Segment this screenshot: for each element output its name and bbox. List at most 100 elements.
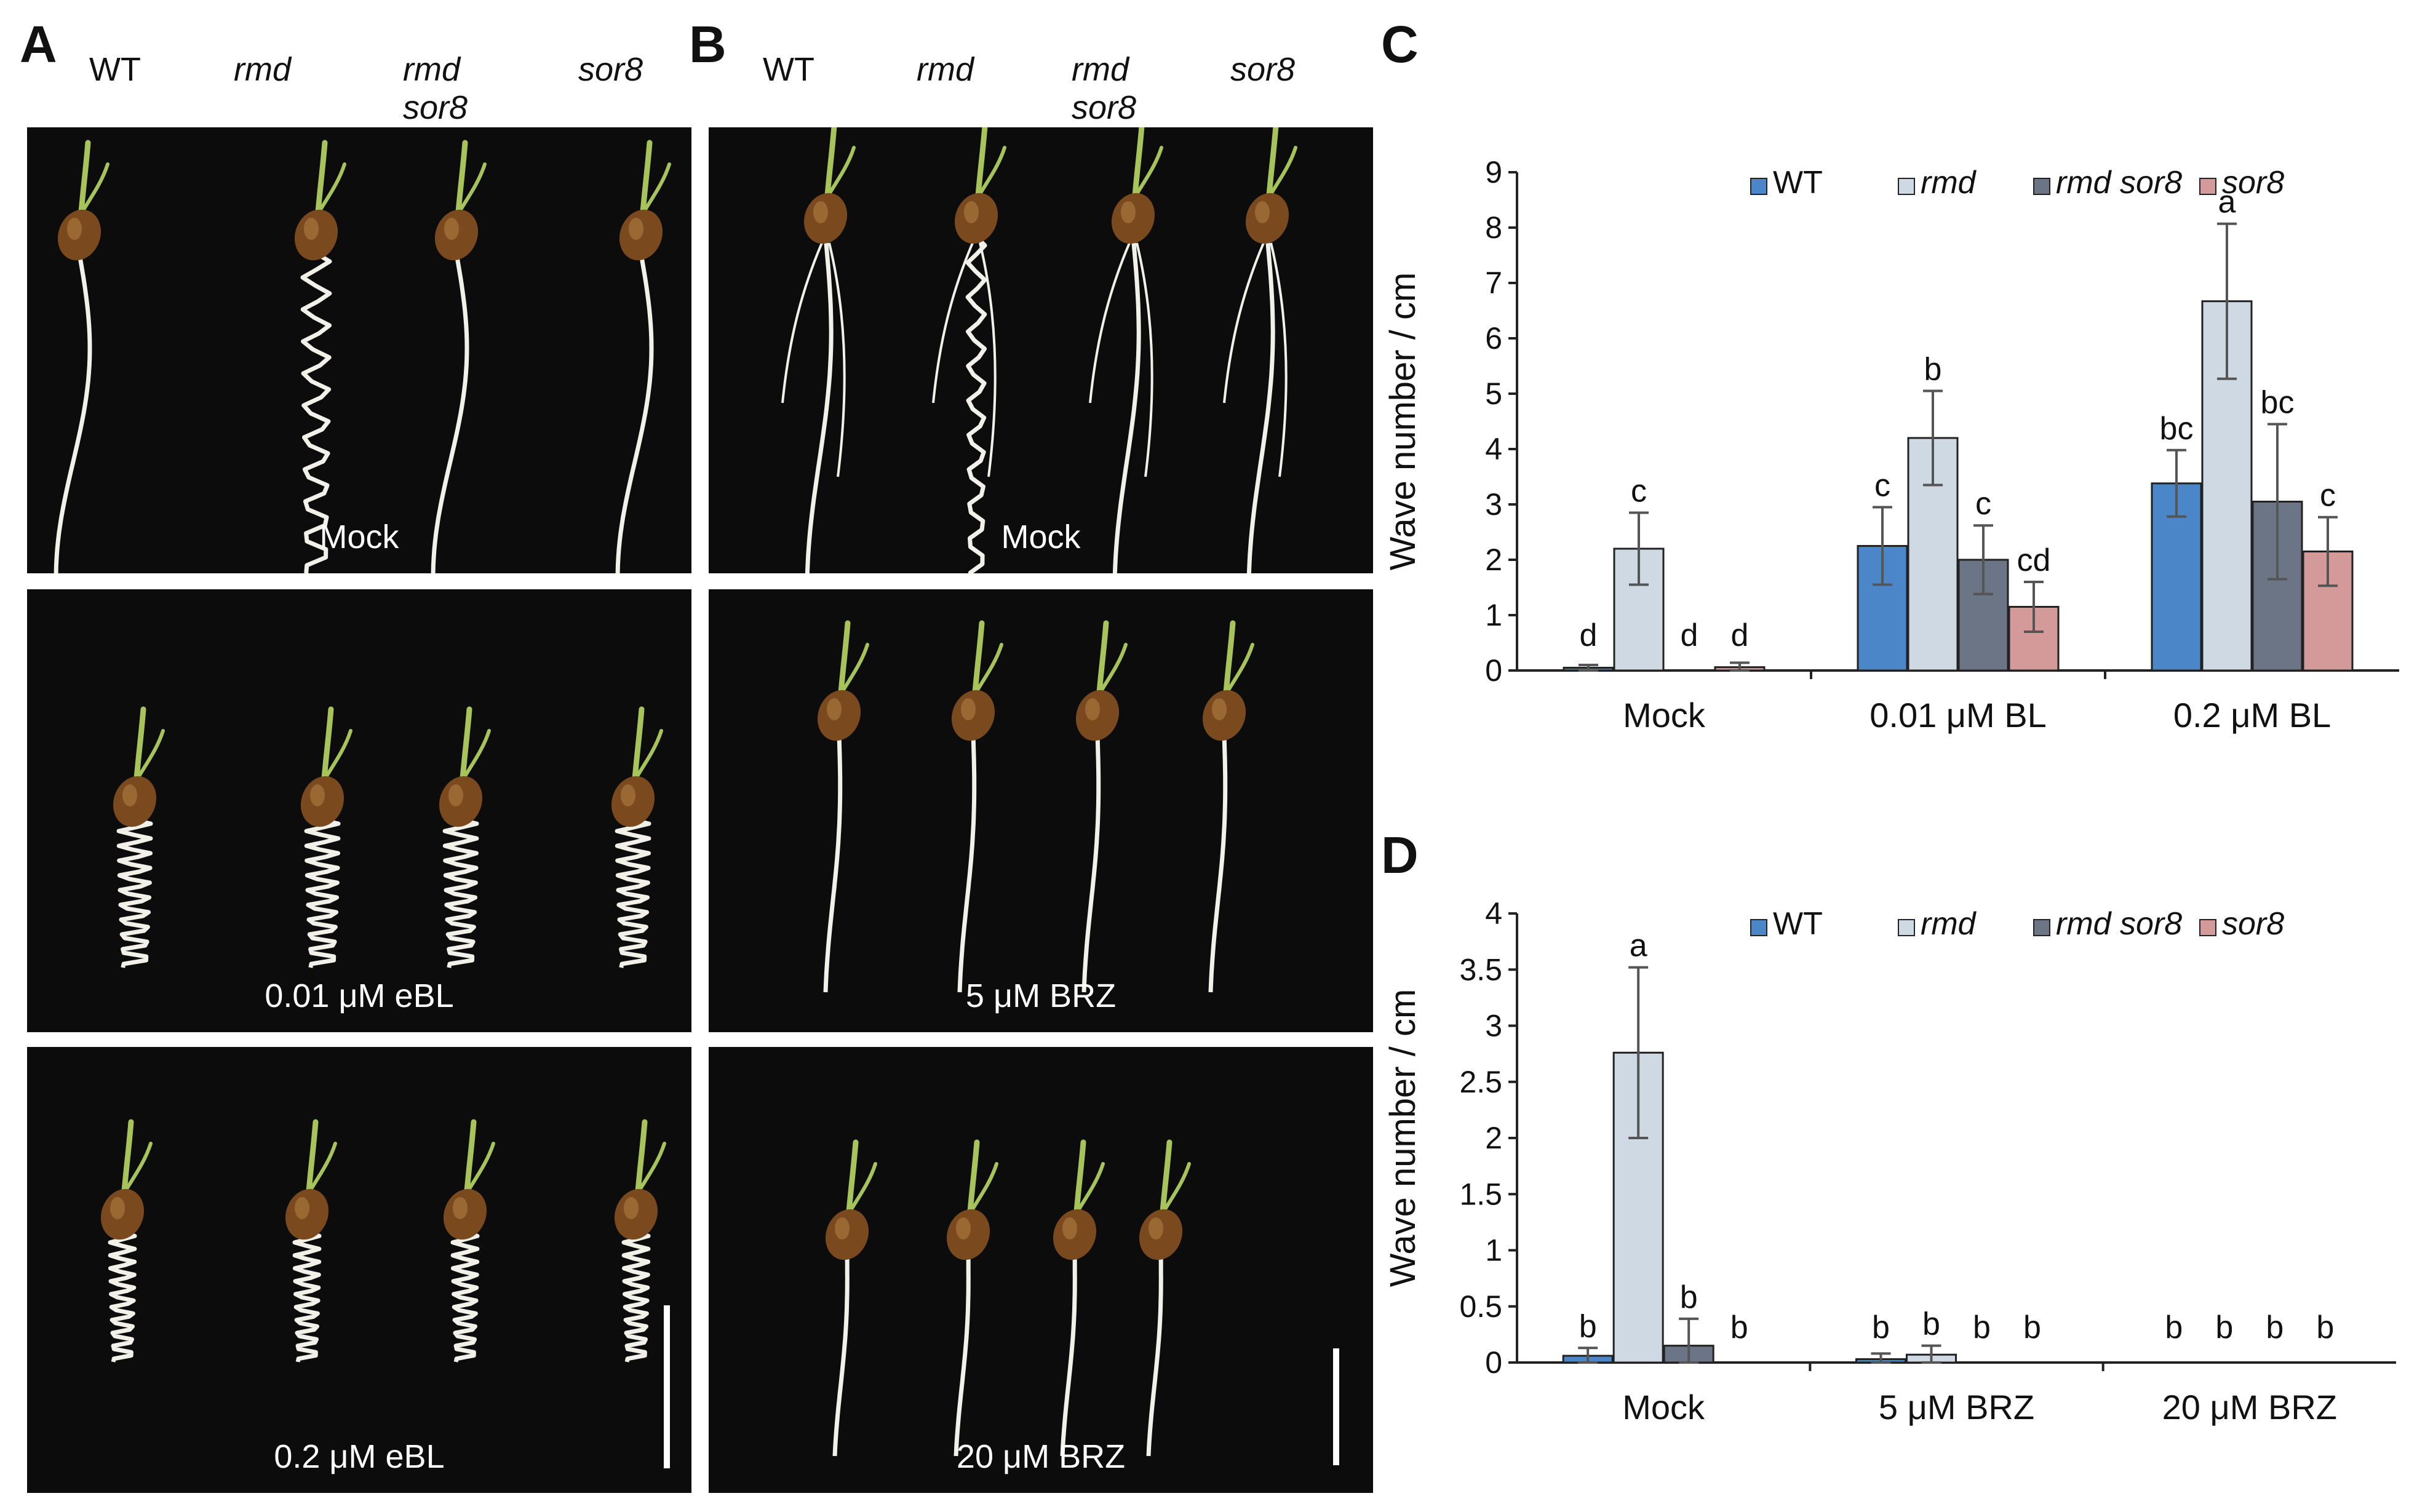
photo-panel-b-20brz: 20 μM BRZ <box>709 1047 1373 1493</box>
seedling <box>951 620 1003 993</box>
photo-panel-b-mock: Mock <box>709 127 1373 573</box>
legend-swatch <box>1898 919 1915 936</box>
genotype-label-rmd-sor8-line1: rmd <box>403 51 460 88</box>
seedling <box>100 1119 153 1363</box>
legend-label: rmd <box>1921 906 1977 942</box>
seedlings-image <box>54 140 671 573</box>
legend-label: rmd sor8 <box>2056 906 2182 942</box>
scale-bar <box>664 1305 670 1468</box>
y-tick-label: 0 <box>1485 1345 1502 1380</box>
seedling <box>932 127 1006 573</box>
y-tick-label: 8 <box>1485 210 1502 245</box>
treatment-label: Mock <box>319 519 399 555</box>
significance-letter: b <box>2215 1310 2233 1345</box>
seedling <box>1139 1139 1191 1457</box>
significance-letter: b <box>1579 1308 1597 1344</box>
seedling <box>825 1139 877 1457</box>
seedling <box>294 140 346 573</box>
photo-panel-b-5brz: 5 μM BRZ <box>709 589 1373 1032</box>
significance-letter: c <box>1975 486 1991 522</box>
y-tick-label: 0 <box>1485 653 1502 688</box>
panel-label-a: A <box>20 15 57 73</box>
y-tick-label: 1.5 <box>1459 1177 1502 1211</box>
y-tick-label: 9 <box>1485 155 1502 189</box>
seedling <box>614 1119 666 1363</box>
y-tick-label: 4 <box>1485 432 1502 466</box>
legend-swatch <box>1750 919 1767 936</box>
significance-letter: c <box>1874 468 1890 504</box>
treatment-label: 0.2 μM eBL <box>274 1438 445 1475</box>
y-tick-label: 0.5 <box>1459 1289 1502 1324</box>
significance-letter: b <box>2165 1310 2183 1345</box>
significance-letter: b <box>2266 1310 2284 1345</box>
genotype-label-sor8: sor8 <box>1230 51 1296 88</box>
seedling <box>285 1119 337 1363</box>
legend-label: rmd sor8 <box>2056 165 2182 201</box>
seedling <box>1202 620 1254 993</box>
seedling <box>1053 1139 1105 1457</box>
seedling <box>946 1139 998 1457</box>
y-tick-label: 5 <box>1485 376 1502 411</box>
photo-panel-a-low-ebl: 0.01 μM eBL <box>27 589 691 1032</box>
seedling <box>1223 127 1297 573</box>
genotype-label-rmd-sor8-line2: sor8 <box>1072 89 1137 126</box>
y-tick-label: 2 <box>1485 1121 1502 1155</box>
seedling <box>781 127 856 573</box>
seedling <box>443 1119 495 1363</box>
x-category-label: 0.01 μM BL <box>1869 696 2047 734</box>
seedlings-image <box>817 620 1254 993</box>
legend-swatch <box>1898 178 1915 195</box>
significance-letter: bc <box>2160 411 2194 447</box>
scale-bar <box>1333 1348 1339 1465</box>
panel-label-c: C <box>1381 15 1419 73</box>
genotype-label-wt: WT <box>763 51 814 88</box>
x-category-label: 20 μM BRZ <box>2162 1388 2337 1426</box>
y-tick-label: 6 <box>1485 321 1502 356</box>
seedling <box>439 706 491 968</box>
seedling <box>611 706 663 968</box>
y-tick-label: 4 <box>1485 896 1502 931</box>
significance-letter: d <box>1580 618 1598 653</box>
seedlings-image <box>113 706 663 968</box>
y-tick-label: 7 <box>1485 266 1502 300</box>
legend-label: rmd <box>1921 165 1977 201</box>
legend-swatch <box>2199 178 2216 195</box>
significance-letter: b <box>2316 1310 2334 1345</box>
seedling <box>113 706 165 968</box>
significance-letter: a <box>1630 928 1647 964</box>
legend-label: WT <box>1773 165 1823 201</box>
treatment-label: 20 μM BRZ <box>956 1438 1126 1475</box>
significance-letter: b <box>1730 1310 1748 1345</box>
seedlings-image <box>825 1139 1191 1457</box>
seedling <box>1075 620 1128 993</box>
genotype-label-rmd-sor8-line2: sor8 <box>403 89 468 126</box>
significance-letter: d <box>1731 618 1749 653</box>
significance-letter: bc <box>2261 385 2295 421</box>
significance-letter: a <box>2218 185 2236 220</box>
photo-panel-a-mock: Mock <box>27 127 691 573</box>
legend-swatch <box>2199 919 2216 936</box>
significance-letter: c <box>1631 474 1647 509</box>
legend-swatch <box>1750 178 1767 195</box>
legend-label: sor8 <box>2222 906 2284 942</box>
significance-letter: b <box>1973 1310 1991 1345</box>
y-tick-label: 1 <box>1485 1233 1502 1268</box>
genotype-label-wt: WT <box>89 51 141 88</box>
x-category-label: 5 μM BRZ <box>1879 1388 2034 1426</box>
significance-letter: b <box>1680 1279 1698 1315</box>
significance-letter: cd <box>2017 543 2051 578</box>
y-tick-label: 3 <box>1485 487 1502 522</box>
legend-swatch <box>2033 919 2050 936</box>
y-tick-label: 3 <box>1485 1009 1502 1043</box>
y-axis-title: Wave number / cm <box>1383 989 1423 1287</box>
treatment-label: 5 μM BRZ <box>965 977 1117 1014</box>
seedling <box>300 706 352 968</box>
seedling <box>54 140 110 573</box>
y-tick-label: 2.5 <box>1459 1065 1502 1099</box>
seedling <box>615 140 671 573</box>
treatment-label: 0.01 μM eBL <box>265 977 454 1014</box>
seedling <box>431 140 487 573</box>
significance-letter: c <box>2320 478 2336 514</box>
panel-label-b: B <box>689 15 727 73</box>
significance-letter: b <box>1924 352 1942 388</box>
